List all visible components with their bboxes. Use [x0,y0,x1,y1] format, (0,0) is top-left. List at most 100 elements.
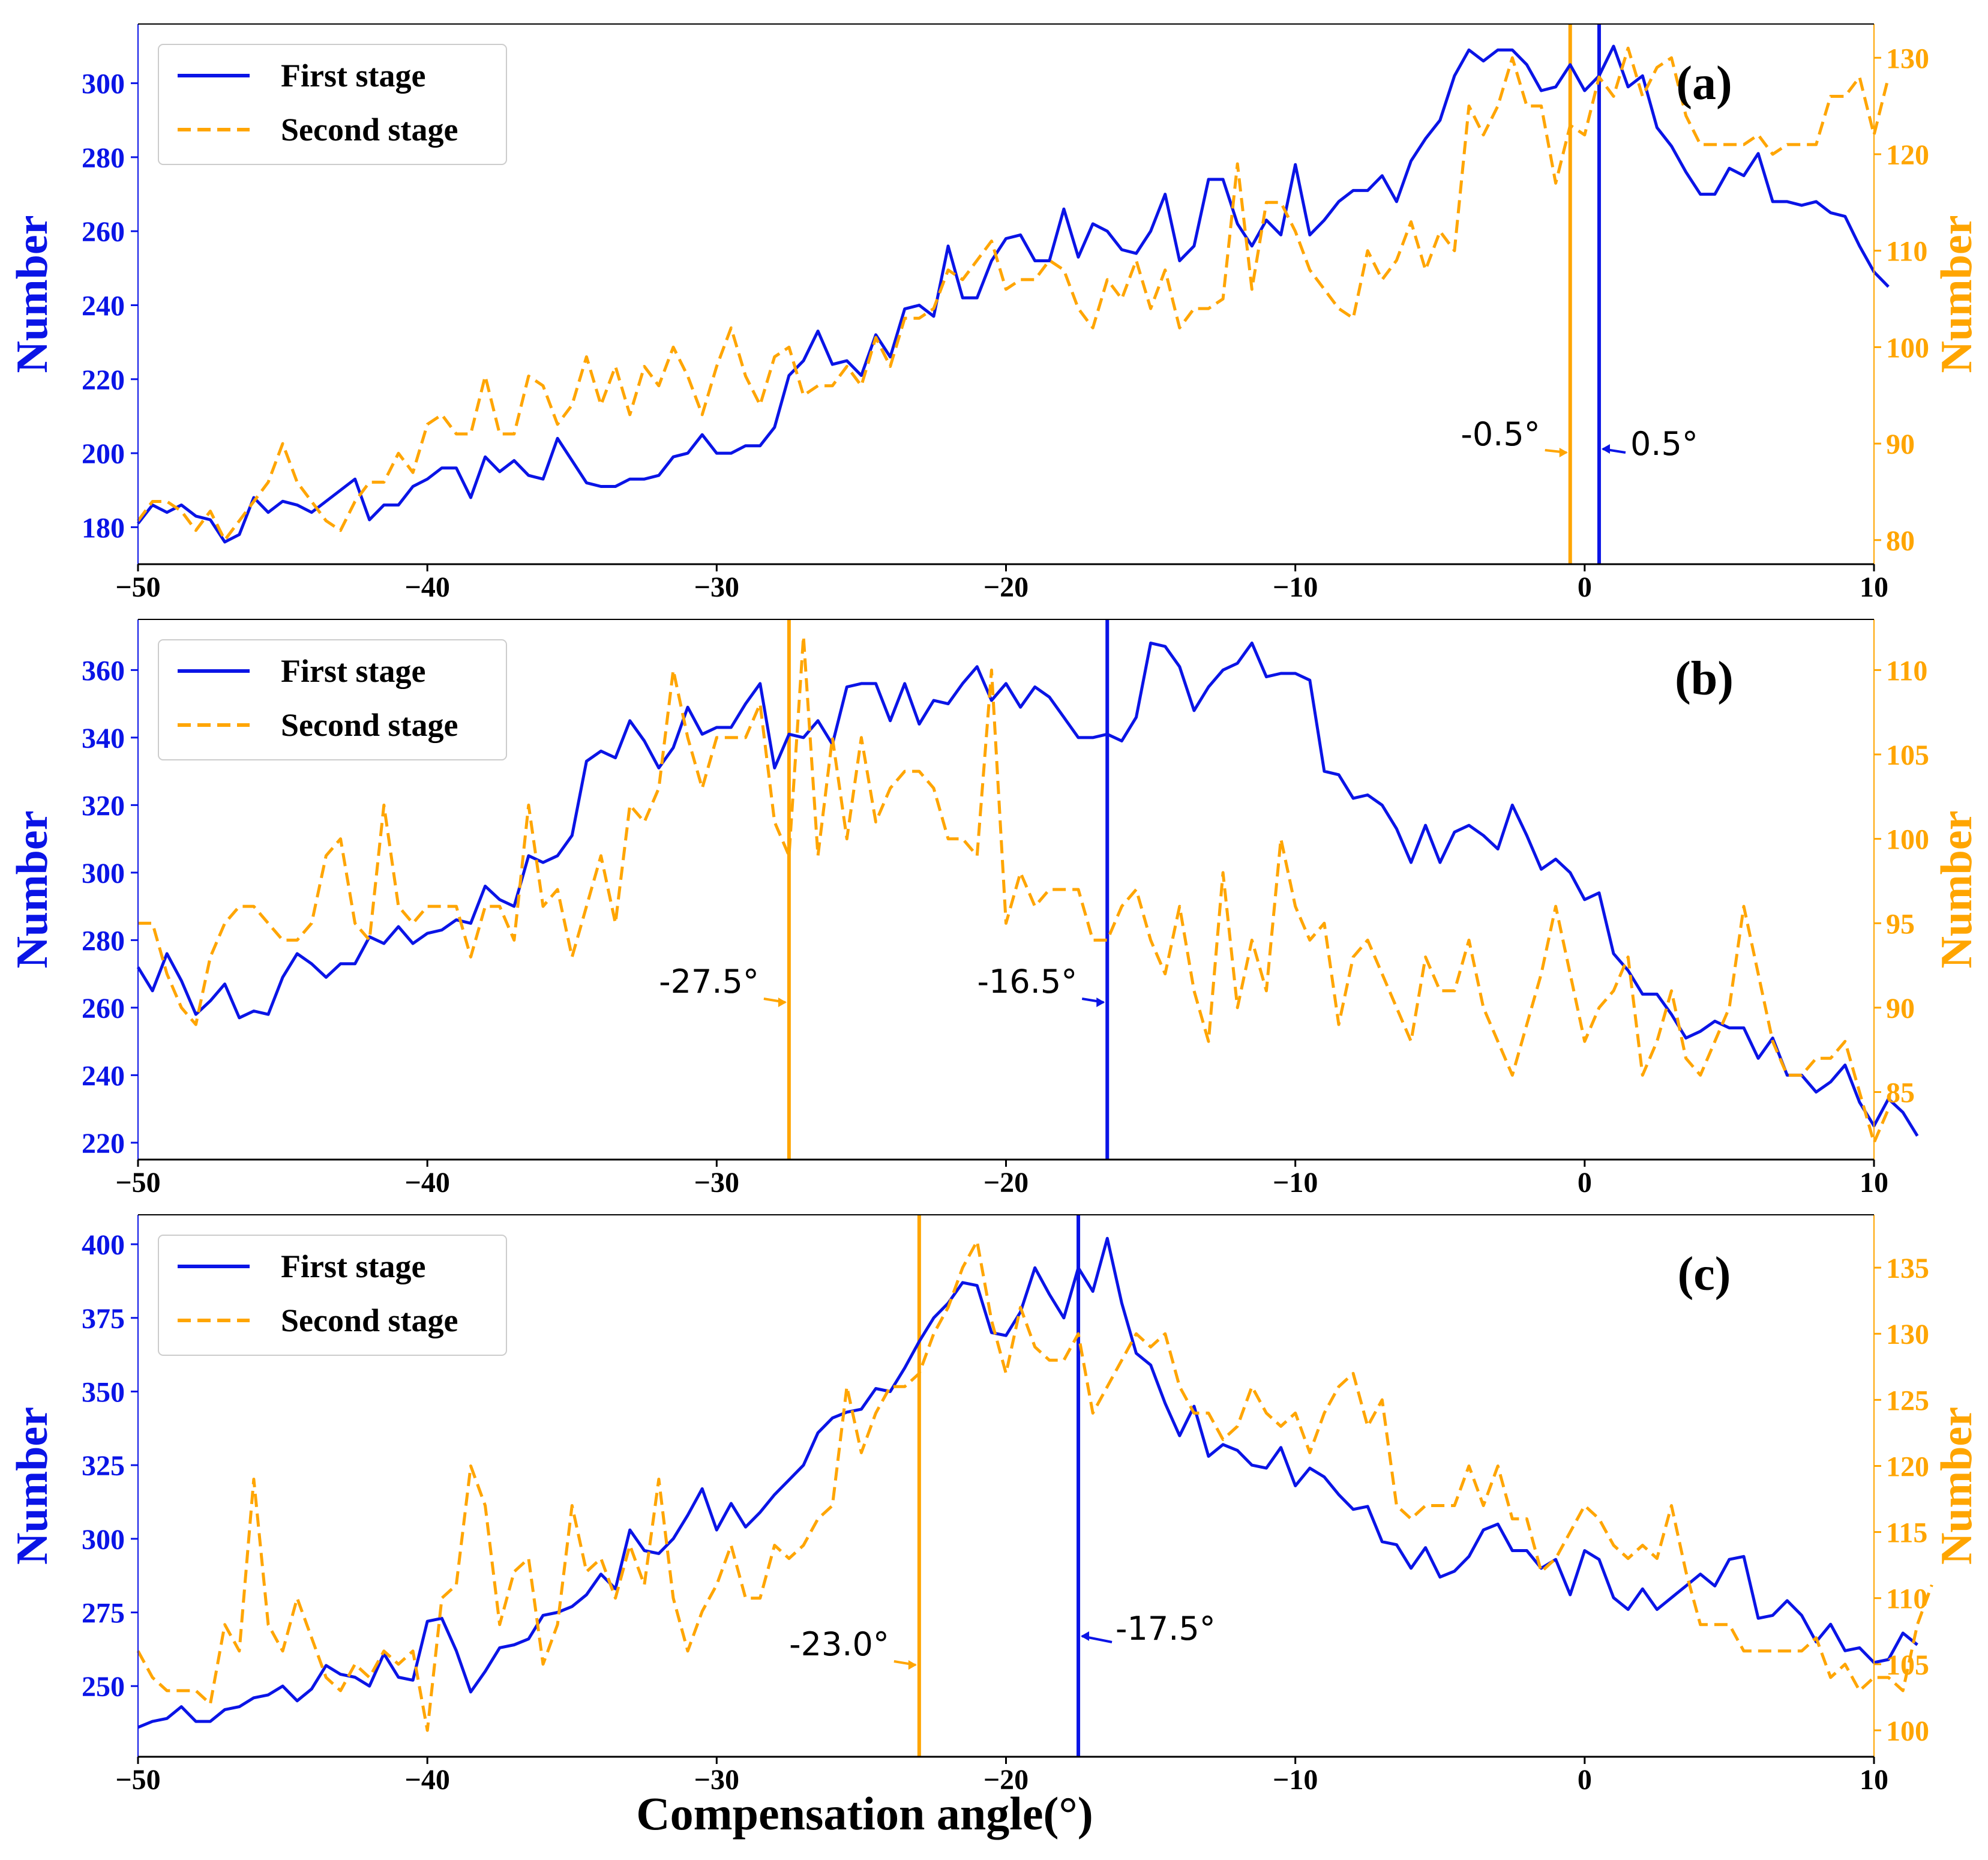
first-stage-line [137,1236,1918,1729]
panel-label: (c) [1678,1248,1731,1301]
x-tick-label: −30 [694,571,739,603]
y-left-tick-label: 325 [82,1450,125,1482]
y-right-tick-label: 95 [1886,908,1915,940]
x-tick-label: −20 [983,1167,1029,1199]
y-right-tick-label: 135 [1886,1253,1929,1284]
x-tick-label: −50 [115,1167,160,1199]
x-tick-label: −40 [404,571,449,603]
second-peak-arrowhead [908,1660,917,1670]
y-right-tick-label: 130 [1886,1319,1929,1350]
y-left-tick-label: 220 [82,364,125,396]
second-stage-line [136,46,1890,542]
y-left-tick-label: 300 [82,858,125,889]
y-left-tick-label: 180 [82,512,125,544]
y-left-tick-label: 220 [82,1128,125,1160]
y-left-tick-label: 200 [82,438,125,470]
x-tick-label: −40 [404,1167,449,1199]
second-peak-label: -23.0° [789,1625,889,1663]
y-left-tick-label: 240 [82,290,125,322]
x-tick-label: −30 [694,1764,739,1796]
second-peak-arrowhead [778,998,787,1007]
y-left-tick-label: 300 [82,1524,125,1556]
second-stage-line [136,1239,1933,1732]
first-peak-arrowhead [1601,444,1610,454]
panel-label: (a) [1676,57,1732,110]
y-left-tick-label: 240 [82,1060,125,1092]
y-right-tick-label: 110 [1886,655,1927,687]
legend-second-label: Second stage [281,707,458,743]
x-tick-label: −20 [983,1764,1029,1796]
x-tick-label: −30 [694,1167,739,1199]
x-tick-label: −50 [115,571,160,603]
y-right-tick-label: 90 [1886,429,1915,460]
y-right-tick-label: 90 [1886,993,1915,1025]
y-right-tick-label: 100 [1886,1715,1929,1747]
x-tick-label: 10 [1860,1764,1888,1796]
second-peak-label: -0.5° [1461,415,1540,453]
y-right-tick-label: 115 [1886,1517,1927,1549]
first-peak-arrowhead [1081,1631,1090,1641]
y-left-axis-label: Number [8,1407,57,1565]
y-right-tick-label: 100 [1886,332,1929,364]
legend-first-label: First stage [281,653,425,689]
first-peak-label: 0.5° [1630,425,1698,463]
y-left-tick-label: 250 [82,1671,125,1703]
y-left-tick-label: 280 [82,925,125,957]
y-left-tick-label: 300 [82,68,125,100]
first-peak-label: -17.5° [1116,1610,1216,1648]
x-tick-label: −10 [1273,1167,1318,1199]
y-right-tick-label: 120 [1886,139,1929,171]
y-left-tick-label: 260 [82,216,125,248]
y-left-tick-label: 400 [82,1229,125,1261]
panel-b: −50 −40 −30 −20 −10 0 10 220 240 260 280 300 320 340 3… [8,619,1981,1199]
x-tick-label: −40 [404,1764,449,1796]
x-tick-label: 0 [1578,571,1592,603]
legend-second-label: Second stage [281,112,458,148]
legend: First stage Second stage [158,639,507,760]
y-left-tick-label: 340 [82,723,125,754]
x-axis-label: Compensation angle(°) [636,1787,1093,1840]
x-tick-label: −50 [115,1764,160,1796]
panel-label: (b) [1675,652,1734,705]
x-tick-label: 10 [1860,1167,1888,1199]
x-tick-label: 0 [1578,1764,1592,1796]
x-tick-label: −20 [983,571,1029,603]
x-tick-label: 10 [1860,571,1888,603]
second-peak-label: -27.5° [659,963,759,1001]
legend-second-label: Second stage [281,1302,458,1338]
y-right-tick-label: 110 [1886,1583,1927,1615]
y-right-axis-label: Number [1932,215,1981,373]
y-left-axis-label: Number [8,810,57,968]
legend: First stage Second stage [158,44,507,165]
y-right-axis-label: Number [1932,1407,1981,1565]
y-right-tick-label: 110 [1886,236,1927,268]
panel-a: −50 −40 −30 −20 −10 0 10 180 200 220 240 260 280 300 8… [8,23,1981,603]
y-left-tick-label: 350 [82,1376,125,1408]
x-tick-label: −10 [1273,1764,1318,1796]
y-left-axis-label: Number [8,215,57,373]
first-stage-line [136,641,1919,1137]
y-right-tick-label: 100 [1886,824,1929,856]
y-right-tick-label: 120 [1886,1451,1929,1482]
first-peak-arrowhead [1096,998,1105,1007]
y-right-tick-label: 105 [1886,739,1929,771]
panel-c: −50 −40 −30 −20 −10 0 10 250 275 300 325 350 375 400 1… [8,1214,1981,1796]
y-right-tick-label: 80 [1886,525,1915,557]
y-left-tick-label: 360 [82,655,125,687]
second-stage-line [138,634,1890,1145]
y-left-tick-label: 320 [82,790,125,822]
y-right-tick-label: 130 [1886,43,1929,74]
y-left-tick-label: 375 [82,1303,125,1335]
legend-first-label: First stage [281,1248,425,1284]
legend: First stage Second stage [158,1235,507,1356]
y-left-tick-label: 260 [82,993,125,1025]
second-peak-arrowhead [1559,448,1568,457]
first-stage-line [137,44,1890,544]
first-peak-label: -16.5° [977,963,1078,1001]
y-right-tick-label: 125 [1886,1385,1929,1416]
y-left-tick-label: 275 [82,1598,125,1630]
y-right-tick-label: 105 [1886,1649,1929,1681]
y-right-tick-label: 85 [1886,1077,1915,1109]
x-tick-label: −10 [1273,571,1318,603]
